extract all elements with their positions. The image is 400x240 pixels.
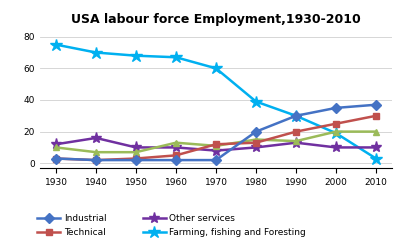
Farming, fishing and Foresting [214, 67, 218, 70]
Industrial [134, 159, 138, 162]
Farming, fishing and Foresting [174, 56, 178, 59]
Industrial [254, 130, 258, 133]
Sales and office [54, 146, 58, 149]
Industrial [94, 159, 98, 162]
Sales and office [94, 151, 98, 154]
Sales and office [294, 140, 298, 143]
Other services [134, 146, 138, 149]
Other services [254, 146, 258, 149]
Farming, fishing and Foresting [374, 157, 378, 160]
Industrial [54, 157, 58, 160]
Other services [174, 146, 178, 149]
Sales and office [334, 130, 338, 133]
Technical [294, 130, 298, 133]
Technical [174, 154, 178, 157]
Other services [214, 149, 218, 152]
Technical [254, 141, 258, 144]
Industrial [294, 114, 298, 117]
Line: Technical: Technical [52, 112, 380, 164]
Farming, fishing and Foresting [94, 51, 98, 54]
Other services [374, 146, 378, 149]
Farming, fishing and Foresting [294, 114, 298, 117]
Line: Other services: Other services [50, 132, 382, 156]
Line: Industrial: Industrial [52, 101, 380, 164]
Technical [134, 157, 138, 160]
Other services [294, 141, 298, 144]
Other services [94, 137, 98, 139]
Industrial [214, 159, 218, 162]
Sales and office [254, 138, 258, 141]
Technical [334, 122, 338, 125]
Farming, fishing and Foresting [134, 54, 138, 57]
Sales and office [174, 141, 178, 144]
Line: Farming, fishing and Foresting: Farming, fishing and Foresting [50, 38, 382, 165]
Technical [94, 159, 98, 162]
Industrial [374, 103, 378, 106]
Title: USA labour force Employment,1930-2010: USA labour force Employment,1930-2010 [71, 13, 361, 26]
Farming, fishing and Foresting [254, 100, 258, 103]
Sales and office [214, 144, 218, 147]
Industrial [174, 159, 178, 162]
Industrial [334, 107, 338, 109]
Farming, fishing and Foresting [334, 132, 338, 135]
Sales and office [134, 151, 138, 154]
Technical [54, 157, 58, 160]
Technical [214, 143, 218, 146]
Sales and office [374, 130, 378, 133]
Legend: Industrial, Technical, Sales and office, Other services, Farming, fishing and Fo: Industrial, Technical, Sales and office,… [38, 214, 306, 240]
Other services [334, 146, 338, 149]
Farming, fishing and Foresting [54, 43, 58, 46]
Other services [54, 143, 58, 146]
Technical [374, 114, 378, 117]
Line: Sales and office: Sales and office [52, 128, 380, 156]
